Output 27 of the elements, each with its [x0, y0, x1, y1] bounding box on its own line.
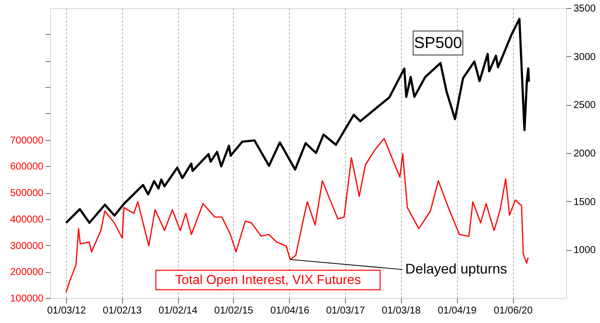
- x-tick-label: 01/06/20: [494, 306, 534, 316]
- x-tick-label: 01/03/18: [382, 306, 422, 316]
- x-tick-label: 01/03/17: [326, 306, 366, 316]
- y-tick-label: 700000: [10, 135, 44, 146]
- y2-tick-label: 1000: [574, 245, 596, 256]
- annotation: Delayed upturns: [405, 260, 508, 277]
- x-tick-label: 01/04/19: [438, 306, 478, 316]
- line-series: [64, 18, 530, 224]
- y2-tick-label: 2000: [574, 148, 596, 160]
- text: Total Open Interest, VIX Futures: [175, 272, 362, 287]
- x-tick-label: 01/02/13: [102, 306, 142, 316]
- y2-tick-label: 2500: [574, 100, 596, 112]
- x-tick-label: 01/02/15: [214, 306, 254, 316]
- y2-tick-label: 3500: [574, 4, 596, 14]
- y-tick-label: 100000: [10, 294, 44, 304]
- x-tick-label: 01/02/14: [158, 306, 198, 316]
- y-tick-label: 300000: [10, 240, 44, 252]
- x-tick-label: 01/03/12: [47, 306, 86, 316]
- y-tick-label: 400000: [10, 214, 44, 226]
- y2-tick-label: 3000: [574, 52, 596, 63]
- y-tick-label: 500000: [10, 188, 44, 200]
- line-series: [65, 138, 529, 293]
- y2-tick-label: 1500: [574, 196, 596, 208]
- y-tick-label: 200000: [10, 267, 44, 278]
- y-tick-label: 600000: [10, 162, 44, 173]
- series-label: SP500: [414, 35, 462, 52]
- x-tick-label: 01/04/16: [270, 306, 310, 316]
